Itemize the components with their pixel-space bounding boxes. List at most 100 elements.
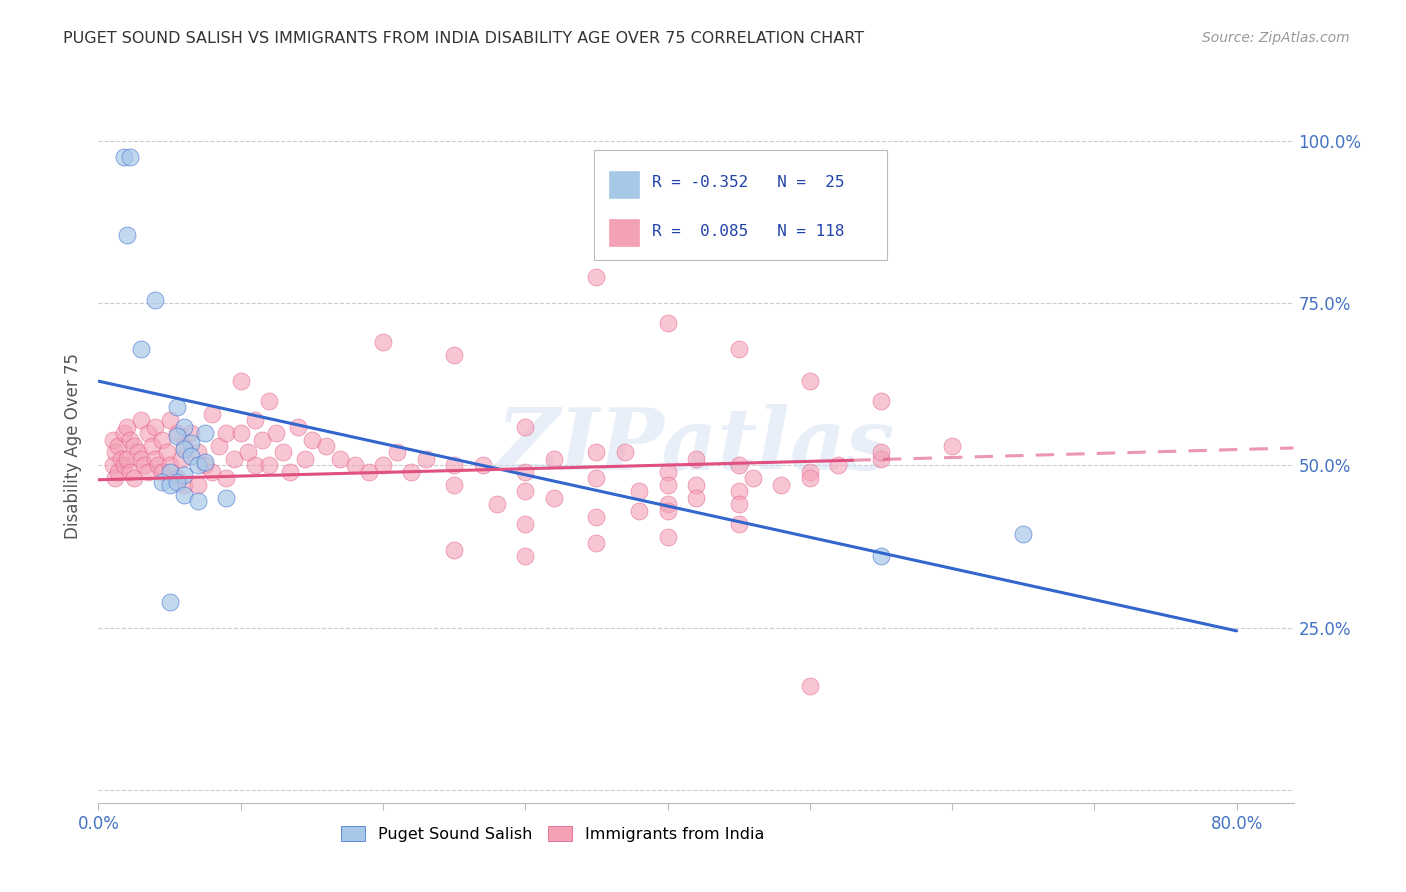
Point — [657, 465, 679, 479]
Point — [229, 374, 252, 388]
Point — [129, 452, 152, 467]
Point — [118, 433, 141, 447]
Point — [870, 393, 893, 408]
Point — [343, 458, 366, 473]
Point — [515, 549, 537, 564]
Point — [443, 542, 465, 557]
Point — [585, 445, 607, 459]
Text: R = -0.352   N =  25: R = -0.352 N = 25 — [652, 175, 844, 190]
Point — [941, 439, 963, 453]
Point — [107, 439, 129, 453]
Point — [187, 478, 209, 492]
Point — [870, 445, 893, 459]
Point — [401, 465, 423, 479]
Point — [115, 452, 138, 467]
Point — [170, 452, 193, 467]
Point — [173, 439, 195, 453]
Point — [243, 413, 266, 427]
Point — [870, 549, 893, 564]
Text: R =  0.085   N = 118: R = 0.085 N = 118 — [652, 224, 844, 239]
Point — [273, 445, 295, 459]
Point — [294, 452, 316, 467]
Point — [870, 452, 893, 467]
Point — [101, 433, 124, 447]
Point — [159, 458, 181, 473]
Point — [110, 452, 132, 467]
Point — [104, 471, 127, 485]
Point — [657, 316, 679, 330]
Point — [685, 478, 707, 492]
Point — [543, 452, 565, 467]
Point — [187, 458, 209, 473]
Point — [194, 455, 217, 469]
Point — [173, 478, 195, 492]
Point — [385, 445, 409, 459]
Point — [229, 425, 252, 440]
Point — [118, 465, 141, 479]
Point — [657, 497, 679, 511]
Point — [628, 484, 651, 499]
Point — [166, 400, 188, 414]
Point — [287, 419, 309, 434]
Point — [215, 425, 238, 440]
Point — [156, 445, 179, 459]
Point — [471, 458, 494, 473]
Point — [127, 445, 149, 459]
Point — [148, 458, 170, 473]
Bar — [609, 219, 638, 246]
Point — [770, 478, 793, 492]
Point — [741, 471, 763, 485]
Legend: Puget Sound Salish, Immigrants from India: Puget Sound Salish, Immigrants from Indi… — [335, 820, 770, 848]
Point — [799, 465, 821, 479]
Point — [115, 228, 138, 243]
Point — [443, 348, 465, 362]
Point — [515, 419, 537, 434]
Point — [515, 465, 537, 479]
Point — [727, 342, 749, 356]
Point — [159, 413, 181, 427]
Point — [657, 478, 679, 492]
Point — [112, 425, 135, 440]
Point — [485, 497, 508, 511]
Point — [222, 452, 245, 467]
Point — [443, 478, 465, 492]
Point — [543, 491, 565, 505]
Point — [166, 475, 188, 489]
Point — [122, 471, 145, 485]
Point — [685, 452, 707, 467]
Point — [585, 471, 607, 485]
Point — [143, 452, 166, 467]
Point — [159, 465, 181, 479]
Point — [357, 465, 380, 479]
Point — [628, 504, 651, 518]
Point — [180, 449, 202, 463]
Point — [166, 429, 188, 443]
Point — [371, 335, 394, 350]
Point — [194, 458, 217, 473]
Point — [143, 293, 166, 307]
Point — [799, 471, 821, 485]
Point — [250, 433, 273, 447]
Point — [257, 458, 280, 473]
Point — [173, 488, 195, 502]
Point — [727, 484, 749, 499]
Point — [329, 452, 352, 467]
Point — [515, 484, 537, 499]
Point — [799, 374, 821, 388]
Point — [159, 595, 181, 609]
Point — [585, 536, 607, 550]
Point — [180, 425, 202, 440]
Point — [585, 270, 607, 285]
Point — [727, 516, 749, 531]
Point — [727, 458, 749, 473]
Point — [141, 439, 163, 453]
Point — [104, 445, 127, 459]
Point — [112, 458, 135, 473]
Point — [187, 445, 209, 459]
Point — [613, 445, 636, 459]
Point — [443, 458, 465, 473]
Point — [799, 679, 821, 693]
Point — [159, 478, 181, 492]
Point — [257, 393, 280, 408]
Point — [143, 419, 166, 434]
